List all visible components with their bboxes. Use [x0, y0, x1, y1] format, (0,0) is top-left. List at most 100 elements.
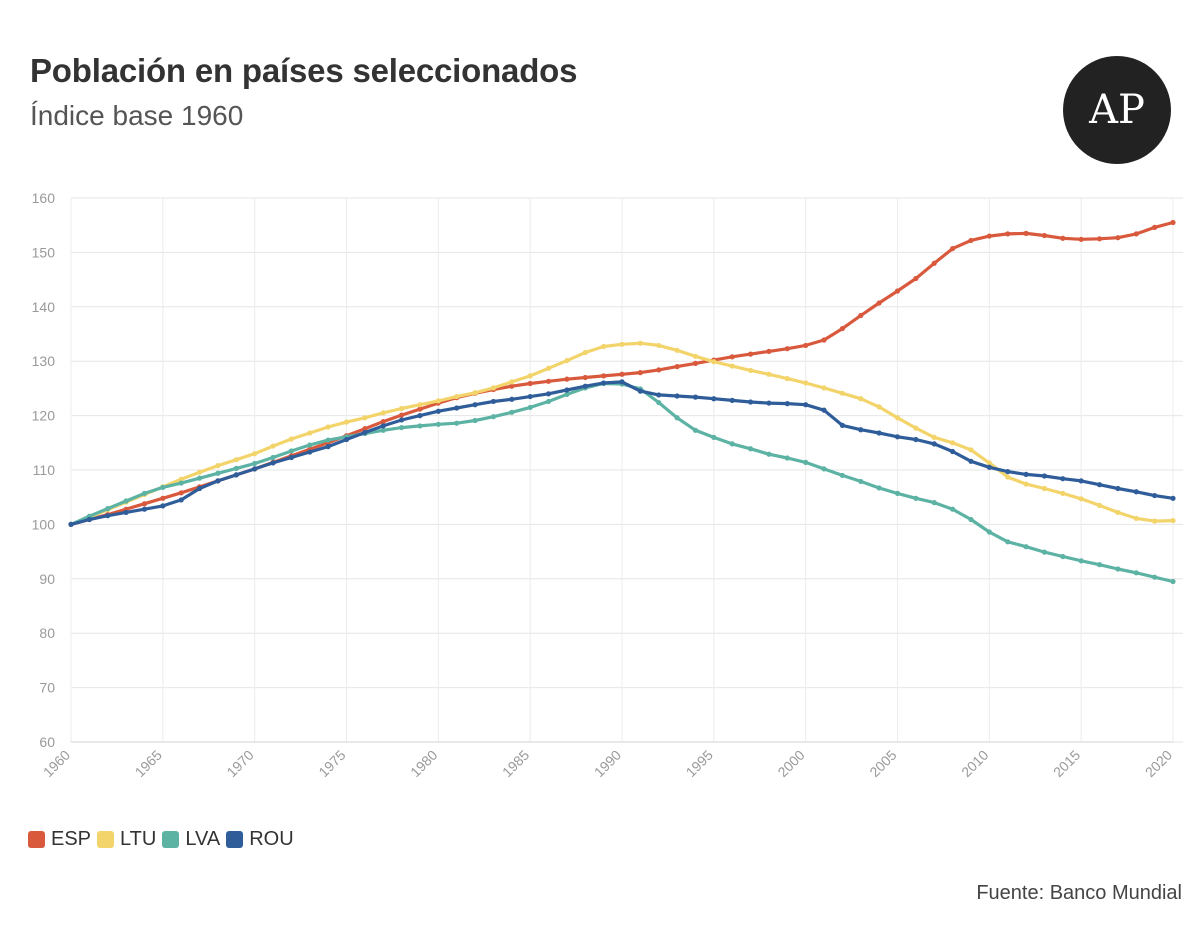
legend-swatch [28, 831, 45, 848]
data-point [417, 406, 423, 412]
series-points-lva [68, 380, 1176, 585]
data-point [1023, 481, 1029, 487]
data-point [196, 485, 203, 492]
data-point [766, 451, 772, 457]
data-point [950, 440, 956, 446]
data-point [123, 498, 129, 504]
data-point [325, 424, 331, 430]
data-point [729, 354, 735, 360]
data-point [509, 379, 515, 385]
data-point [545, 398, 552, 405]
data-point [307, 449, 313, 455]
data-point [105, 513, 111, 519]
data-point [399, 405, 405, 412]
data-point [656, 342, 662, 349]
data-point [1078, 496, 1084, 502]
data-point [766, 400, 772, 406]
data-point [343, 436, 350, 443]
x-tick-label: 2000 [774, 747, 807, 780]
data-point [931, 260, 937, 266]
data-point [747, 446, 754, 452]
data-point [435, 398, 441, 404]
data-point [399, 412, 405, 418]
data-point [656, 392, 662, 398]
data-point [1133, 570, 1139, 576]
data-point [1078, 236, 1084, 242]
data-point [729, 363, 735, 369]
data-point [417, 423, 423, 429]
data-point [784, 346, 790, 352]
y-tick-label: 160 [32, 190, 56, 206]
x-tick-label: 2005 [866, 747, 899, 780]
data-point [821, 337, 827, 343]
data-point [1115, 509, 1121, 516]
data-point [711, 434, 717, 440]
ap-logo: AP [1063, 56, 1171, 164]
data-point [270, 460, 276, 466]
data-point [1152, 224, 1158, 230]
data-point [858, 427, 864, 433]
data-point [747, 351, 754, 357]
data-point [252, 466, 258, 472]
data-point [913, 275, 919, 282]
data-point [68, 521, 74, 528]
data-point [270, 443, 276, 449]
data-point [968, 237, 974, 244]
data-point [1060, 235, 1066, 241]
chart-subtitle: Índice base 1960 [30, 100, 244, 131]
data-point [1152, 574, 1158, 580]
data-point [876, 430, 882, 436]
data-point [435, 408, 441, 414]
data-point [288, 436, 294, 442]
data-point [968, 447, 974, 453]
data-point [1170, 219, 1176, 226]
data-point [656, 399, 662, 406]
data-point [509, 383, 515, 389]
data-point [564, 358, 570, 364]
data-point [876, 485, 882, 491]
data-point [86, 516, 92, 523]
data-point [490, 414, 497, 420]
ap-logo-text: AP [1089, 87, 1145, 133]
data-point [637, 370, 643, 376]
data-point [858, 478, 864, 485]
legend-swatch [97, 831, 115, 848]
data-point [894, 415, 901, 421]
y-tick-label: 60 [39, 734, 55, 750]
data-point [417, 413, 423, 419]
data-point [362, 415, 368, 421]
data-point [1041, 232, 1048, 239]
data-point [417, 402, 423, 408]
data-point [178, 490, 184, 496]
data-point [564, 391, 570, 397]
y-tick-label: 110 [33, 462, 56, 478]
data-point [399, 424, 405, 431]
data-point [105, 506, 111, 512]
data-point [380, 418, 386, 425]
y-tick-label: 80 [39, 625, 55, 641]
data-point [1133, 489, 1139, 495]
data-point [454, 393, 460, 400]
data-point [986, 464, 992, 470]
data-point [803, 459, 809, 465]
data-point [288, 448, 294, 454]
data-point [399, 417, 405, 423]
data-point [637, 340, 643, 346]
data-point [821, 466, 827, 472]
data-point [986, 233, 992, 239]
data-point [545, 391, 552, 397]
data-point [178, 497, 184, 503]
data-point [1078, 558, 1084, 564]
data-point [637, 388, 643, 394]
data-point [1115, 566, 1121, 572]
data-point [1023, 230, 1029, 236]
data-point [215, 478, 221, 484]
data-point [1041, 549, 1048, 555]
data-point [1115, 485, 1121, 492]
legend-label: LVA [185, 828, 221, 850]
data-point [472, 417, 478, 424]
data-point [692, 394, 699, 400]
data-point [545, 365, 552, 371]
data-point [858, 396, 864, 402]
data-point [270, 454, 276, 461]
